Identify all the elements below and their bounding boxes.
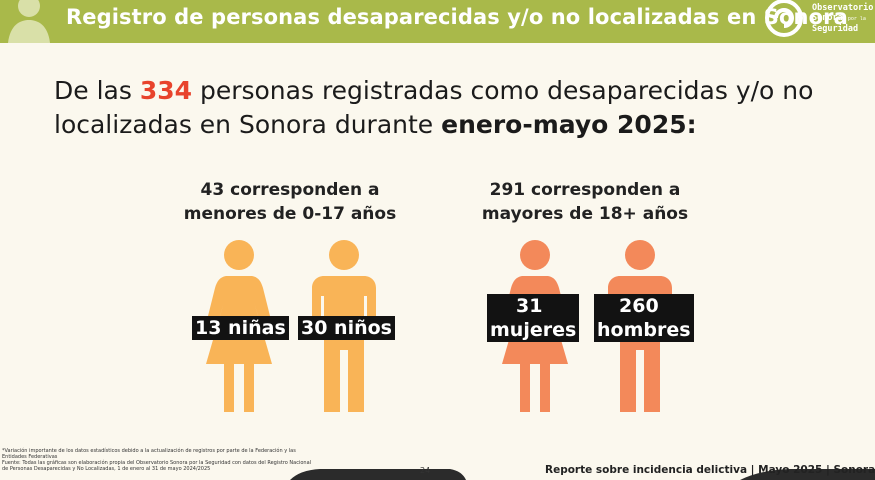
footnote: *Variación importante de los datos estad… [2,448,312,472]
person-silhouette-icon [8,0,50,43]
observatorio-logo: Observatorio Sonora por la Seguridad [760,0,875,43]
summary-headline: De las 334 personas registradas como des… [54,76,814,139]
women-count-label: 31 mujeres [487,294,580,342]
girl-figure-icon [204,240,274,412]
page-number: 24 [420,466,431,475]
report-footer-label: Reporte sobre incidencia delictiva | May… [545,464,875,476]
boy-figure-icon [312,240,376,412]
girls-count-label: 13 niñas [192,316,289,340]
period-label: enero-mayo 2025 [441,110,687,139]
header-bar: Registro de personas desaparecidas y/o n… [0,0,875,43]
footer-decoration [290,469,875,480]
minors-group-title: 43 corresponden a menores de 0-17 años [183,180,397,224]
total-count: 334 [139,76,193,105]
boys-count-label: 30 niños [298,316,395,340]
adults-group-title: 291 corresponden a mayores de 18+ años [481,180,689,224]
page-title: Registro de personas desaparecidas y/o n… [66,5,848,29]
logo-text: Observatorio Sonora por la Seguridad [812,3,874,34]
men-count-label: 260 hombres [594,294,694,342]
logo-emblem-icon [765,0,803,37]
